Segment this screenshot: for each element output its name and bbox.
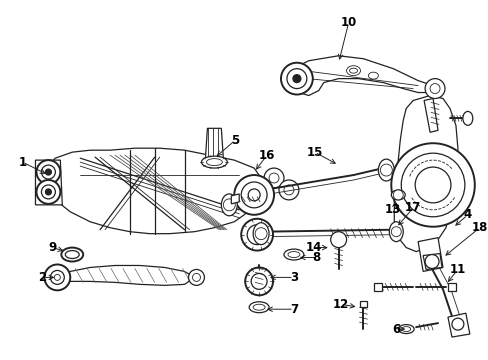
Circle shape [401, 153, 464, 217]
Polygon shape [293, 56, 432, 95]
Text: 6: 6 [391, 323, 400, 336]
Circle shape [286, 69, 306, 89]
Circle shape [241, 219, 272, 251]
Text: 16: 16 [258, 149, 275, 162]
Circle shape [255, 228, 266, 240]
Text: 1: 1 [19, 156, 26, 168]
Polygon shape [359, 301, 366, 307]
Circle shape [380, 164, 391, 176]
Circle shape [429, 84, 439, 94]
Text: 9: 9 [48, 241, 57, 254]
Text: 10: 10 [340, 17, 356, 30]
Ellipse shape [61, 248, 83, 261]
Polygon shape [60, 265, 194, 285]
Circle shape [37, 180, 60, 204]
Circle shape [41, 165, 55, 179]
Polygon shape [44, 148, 261, 234]
Ellipse shape [346, 66, 360, 76]
Circle shape [45, 169, 51, 175]
Circle shape [244, 267, 272, 295]
Polygon shape [447, 313, 469, 337]
Circle shape [44, 265, 70, 290]
Text: 13: 13 [385, 203, 401, 216]
Circle shape [281, 63, 312, 95]
Polygon shape [205, 128, 223, 158]
Circle shape [292, 75, 300, 82]
Circle shape [37, 160, 60, 184]
Ellipse shape [253, 304, 264, 310]
Polygon shape [393, 95, 457, 252]
Circle shape [251, 274, 266, 289]
Text: 14: 14 [305, 241, 321, 254]
Text: 4: 4 [463, 208, 471, 221]
Ellipse shape [284, 249, 303, 260]
Text: 18: 18 [470, 221, 487, 234]
Polygon shape [423, 99, 437, 132]
Text: 11: 11 [449, 263, 465, 276]
Circle shape [390, 227, 401, 237]
Ellipse shape [367, 72, 378, 79]
Polygon shape [422, 253, 441, 269]
Circle shape [414, 167, 450, 203]
Circle shape [188, 269, 204, 285]
Text: 17: 17 [404, 201, 421, 214]
Polygon shape [447, 283, 455, 291]
Circle shape [192, 274, 200, 282]
Ellipse shape [390, 190, 405, 200]
Polygon shape [417, 238, 442, 271]
Circle shape [264, 168, 284, 188]
Polygon shape [36, 160, 62, 205]
Ellipse shape [388, 222, 403, 242]
Ellipse shape [462, 111, 472, 125]
Circle shape [54, 274, 60, 280]
Text: 5: 5 [231, 134, 239, 147]
Text: 7: 7 [289, 303, 297, 316]
Circle shape [268, 173, 279, 183]
Circle shape [45, 189, 51, 195]
Circle shape [392, 190, 403, 200]
Circle shape [50, 270, 64, 284]
Circle shape [390, 143, 474, 227]
Circle shape [451, 318, 463, 330]
Ellipse shape [201, 156, 227, 168]
Circle shape [248, 189, 260, 201]
Circle shape [41, 185, 55, 199]
Text: 12: 12 [332, 298, 348, 311]
Circle shape [247, 225, 266, 244]
Ellipse shape [249, 302, 268, 313]
Circle shape [284, 185, 293, 195]
Circle shape [223, 199, 235, 211]
Text: 15: 15 [306, 146, 322, 159]
Circle shape [279, 180, 298, 200]
Ellipse shape [206, 159, 222, 166]
Circle shape [234, 175, 273, 215]
Polygon shape [231, 194, 239, 204]
Ellipse shape [349, 68, 357, 73]
Ellipse shape [397, 325, 413, 334]
Ellipse shape [221, 194, 237, 216]
Ellipse shape [65, 251, 79, 258]
Text: 2: 2 [38, 271, 46, 284]
Circle shape [241, 182, 266, 208]
Polygon shape [374, 283, 382, 291]
Circle shape [424, 78, 444, 99]
Ellipse shape [378, 159, 393, 181]
Circle shape [424, 255, 438, 269]
Circle shape [330, 232, 346, 248]
Ellipse shape [287, 252, 299, 257]
Ellipse shape [401, 327, 410, 332]
Text: 8: 8 [312, 251, 320, 264]
Ellipse shape [253, 223, 268, 244]
Text: 3: 3 [289, 271, 297, 284]
